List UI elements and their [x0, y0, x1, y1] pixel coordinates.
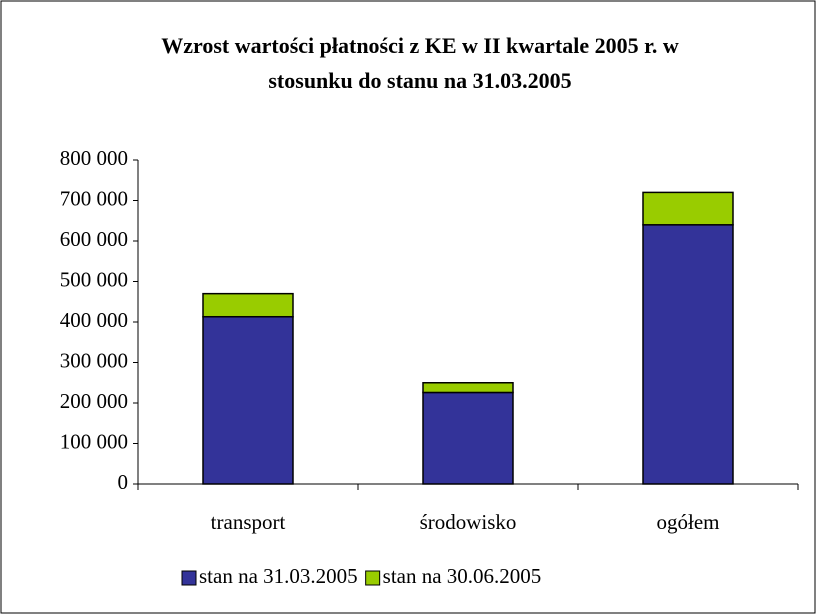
legend-label: stan na 31.03.2005 [199, 564, 358, 588]
legend-label: stan na 30.06.2005 [383, 564, 542, 588]
y-tick-label: 0 [118, 470, 129, 494]
bar-segment [642, 191, 734, 226]
chart-title: stosunku do stanu na 31.03.2005 [268, 68, 571, 93]
x-tick-label: ogółem [657, 510, 720, 534]
bar-segment [202, 292, 294, 318]
bar-segment [642, 224, 734, 485]
y-tick-label: 400 000 [60, 308, 128, 332]
y-tick-label: 200 000 [60, 389, 128, 413]
bar-segment [422, 391, 514, 485]
y-tick-label: 500 000 [60, 267, 128, 291]
y-tick-label: 100 000 [60, 429, 128, 453]
y-tick-label: 800 000 [60, 146, 128, 170]
x-tick-label: transport [211, 510, 286, 534]
x-tick-label: środowisko [420, 510, 517, 534]
bar-segment [202, 315, 294, 485]
y-tick-label: 700 000 [60, 186, 128, 210]
legend-swatch [365, 570, 381, 586]
bar-segment [422, 382, 514, 394]
legend-swatch [181, 570, 197, 586]
chart-title: Wzrost wartości płatności z KE w II kwar… [161, 33, 679, 58]
y-tick-label: 300 000 [60, 348, 128, 372]
y-tick-label: 600 000 [60, 227, 128, 251]
